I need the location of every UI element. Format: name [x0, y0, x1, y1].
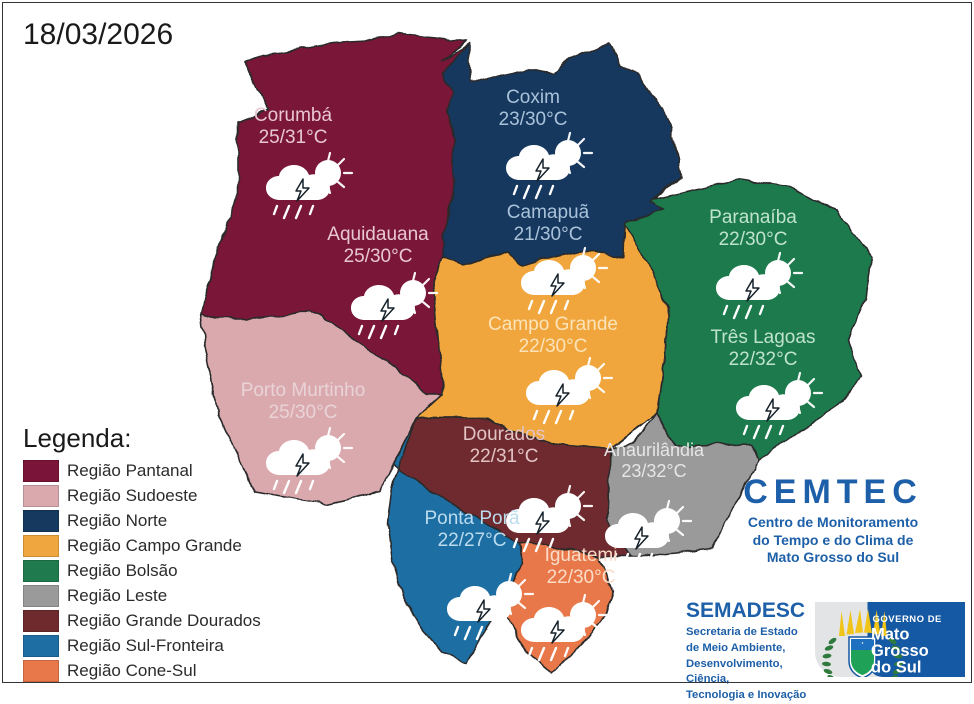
svg-text:Três Lagoas: Três Lagoas [711, 327, 816, 348]
svg-text:do Sul: do Sul [871, 659, 921, 677]
svg-text:GOVERNO DE: GOVERNO DE [873, 614, 942, 625]
svg-text:23/32°C: 23/32°C [621, 461, 686, 481]
svg-text:Campo Grande: Campo Grande [488, 314, 618, 335]
svg-text:25/30°C: 25/30°C [269, 402, 338, 423]
svg-text:22/32°C: 22/32°C [729, 349, 798, 370]
svg-text:Anaurilândia: Anaurilândia [604, 440, 705, 460]
svg-text:Coxim: Coxim [506, 87, 560, 108]
svg-text:Grosso: Grosso [871, 642, 929, 660]
svg-text:22/30°C: 22/30°C [547, 567, 616, 588]
svg-text:Mato: Mato [871, 626, 910, 644]
svg-text:Dourados: Dourados [463, 424, 545, 445]
svg-text:22/27°C: 22/27°C [438, 530, 507, 551]
svg-text:22/30°C: 22/30°C [519, 336, 588, 357]
svg-text:22/31°C: 22/31°C [470, 446, 539, 467]
svg-text:Porto Murtinho: Porto Murtinho [241, 380, 366, 401]
svg-text:Camapuã: Camapuã [507, 202, 590, 223]
svg-text:Aquidauana: Aquidauana [327, 224, 429, 245]
svg-text:21/30°C: 21/30°C [514, 224, 583, 245]
svg-text:Iguatemi: Iguatemi [545, 545, 618, 566]
svg-text:25/30°C: 25/30°C [344, 246, 413, 267]
svg-text:23/30°C: 23/30°C [499, 109, 568, 130]
svg-text:22/30°C: 22/30°C [719, 229, 788, 250]
svg-text:25/31°C: 25/31°C [259, 127, 328, 148]
svg-text:Paranaíba: Paranaíba [709, 207, 797, 228]
svg-text:Ponta Porã: Ponta Porã [424, 508, 519, 529]
svg-text:Corumbá: Corumbá [254, 105, 333, 126]
